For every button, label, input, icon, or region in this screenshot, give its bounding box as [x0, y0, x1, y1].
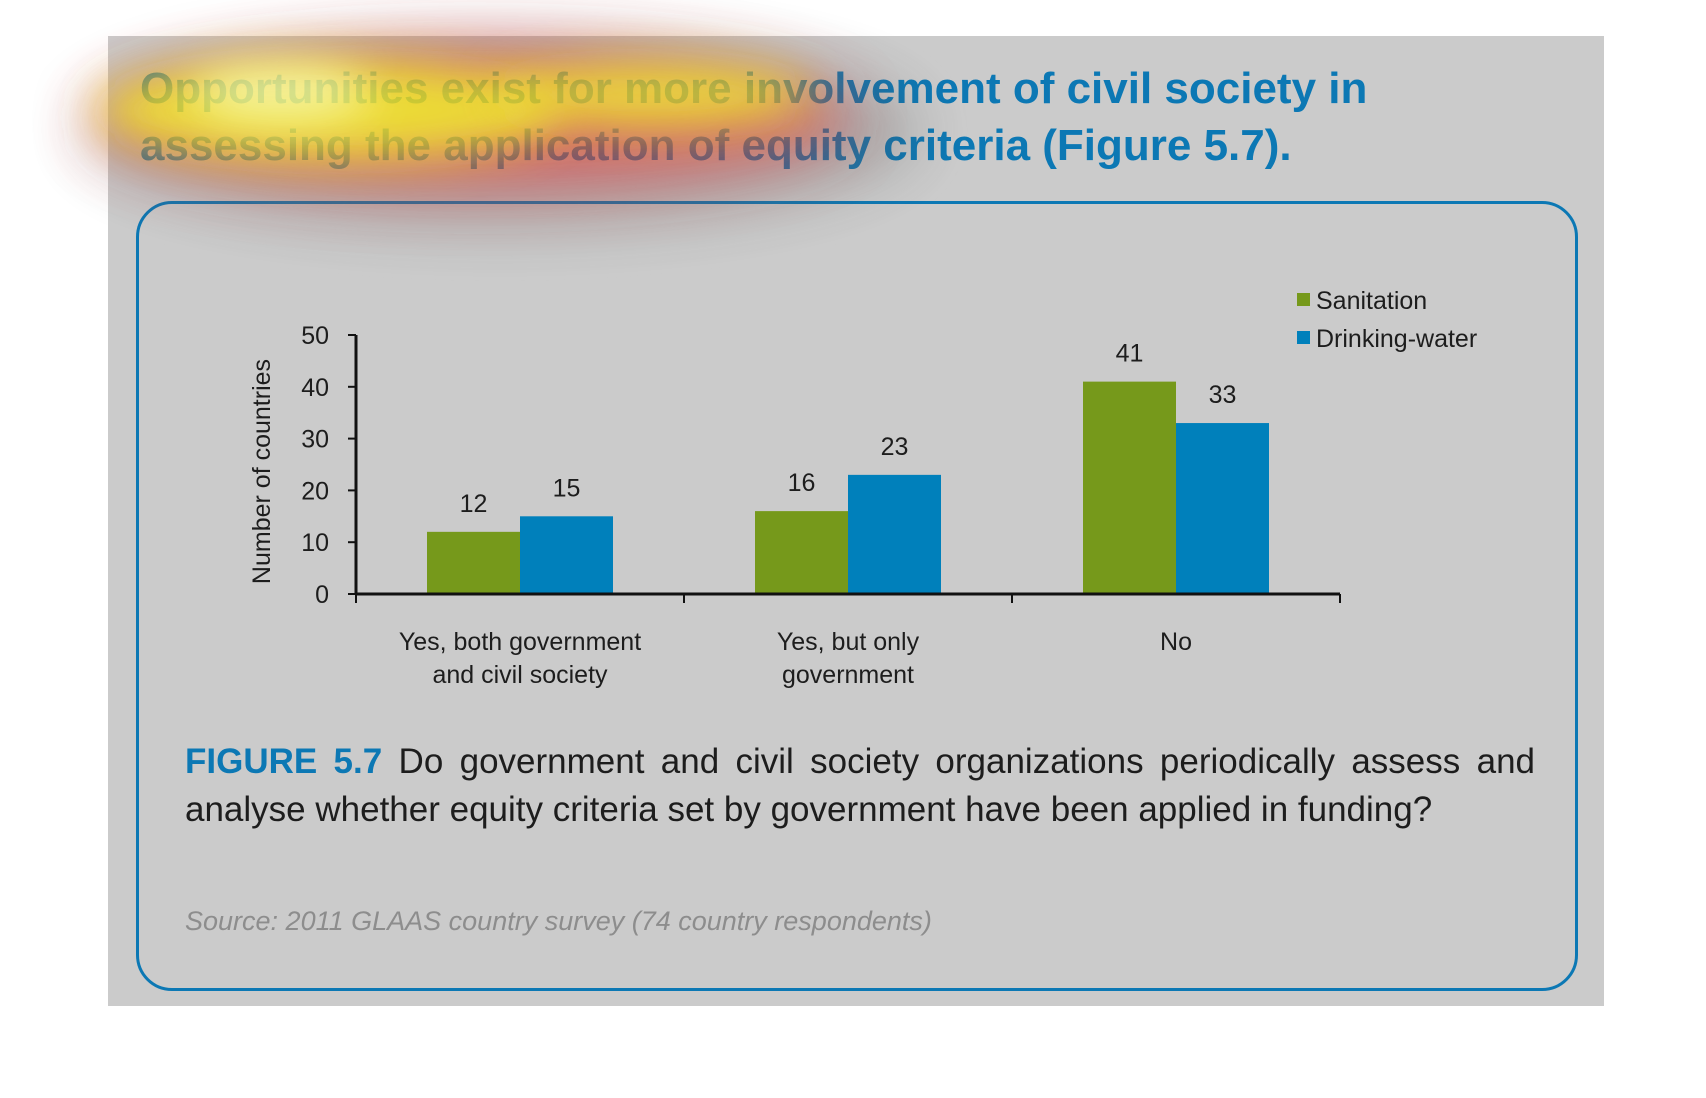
x-tick-label-line: Yes, but only — [777, 628, 920, 656]
x-tick-labels-group: Yes, both government and civil societyYes… — [399, 628, 1192, 689]
bar-sanitation — [427, 531, 520, 593]
y-tick-label: 0 — [315, 581, 329, 609]
y-tick-label: 20 — [301, 477, 329, 505]
x-tick-label: No — [1160, 628, 1192, 656]
x-tick-label: Yes, both government and civil society — [399, 628, 641, 689]
source-note: Source: 2011 GLAAS country survey (74 co… — [185, 906, 932, 936]
data-label-drinking-water: 15 — [553, 474, 581, 502]
x-tick-label-line: Yes, both government — [399, 628, 641, 656]
figure-caption-text: Do government and civil society organiza… — [185, 742, 1536, 829]
bar-drinking-water — [1176, 423, 1269, 593]
legend-swatch-drinking-water — [1297, 331, 1310, 344]
bar-drinking-water — [848, 474, 941, 593]
figure-caption-label: FIGURE 5.7 — [185, 742, 383, 781]
y-tick-label: 50 — [301, 322, 329, 350]
x-tick-label-line: No — [1160, 628, 1192, 656]
x-ticks-group — [355, 594, 1341, 603]
legend: Sanitation Drinking-water — [1297, 287, 1477, 353]
data-label-drinking-water: 23 — [881, 433, 909, 461]
y-tick-label: 40 — [301, 374, 329, 402]
data-label-sanitation: 41 — [1116, 340, 1144, 368]
y-tick-label: 30 — [301, 426, 329, 454]
bar-drinking-water — [520, 516, 613, 593]
y-ticks-group: 0 10 20 30 40 50 — [301, 322, 356, 609]
legend-label-sanitation: Sanitation — [1316, 287, 1427, 315]
x-tick-label-line: government — [782, 661, 914, 689]
legend-swatch-sanitation — [1297, 293, 1310, 306]
data-labels-group: 12 15 16 23 41 33 — [460, 340, 1237, 518]
x-tick-label-line: and civil society — [432, 661, 608, 689]
data-label-drinking-water: 33 — [1209, 381, 1237, 409]
bar-sanitation — [755, 511, 848, 593]
x-tick-label: Yes, but only government — [777, 628, 920, 689]
legend-label-drinking-water: Drinking-water — [1316, 325, 1477, 353]
data-label-sanitation: 12 — [460, 490, 488, 518]
y-tick-label: 10 — [301, 529, 329, 557]
bar-sanitation — [1083, 381, 1176, 593]
bars-group — [427, 381, 1269, 593]
data-label-sanitation: 16 — [788, 469, 816, 497]
y-axis-title: Number of countries — [248, 359, 276, 584]
figure-caption: FIGURE 5.7 Do government and civil socie… — [185, 738, 1535, 834]
